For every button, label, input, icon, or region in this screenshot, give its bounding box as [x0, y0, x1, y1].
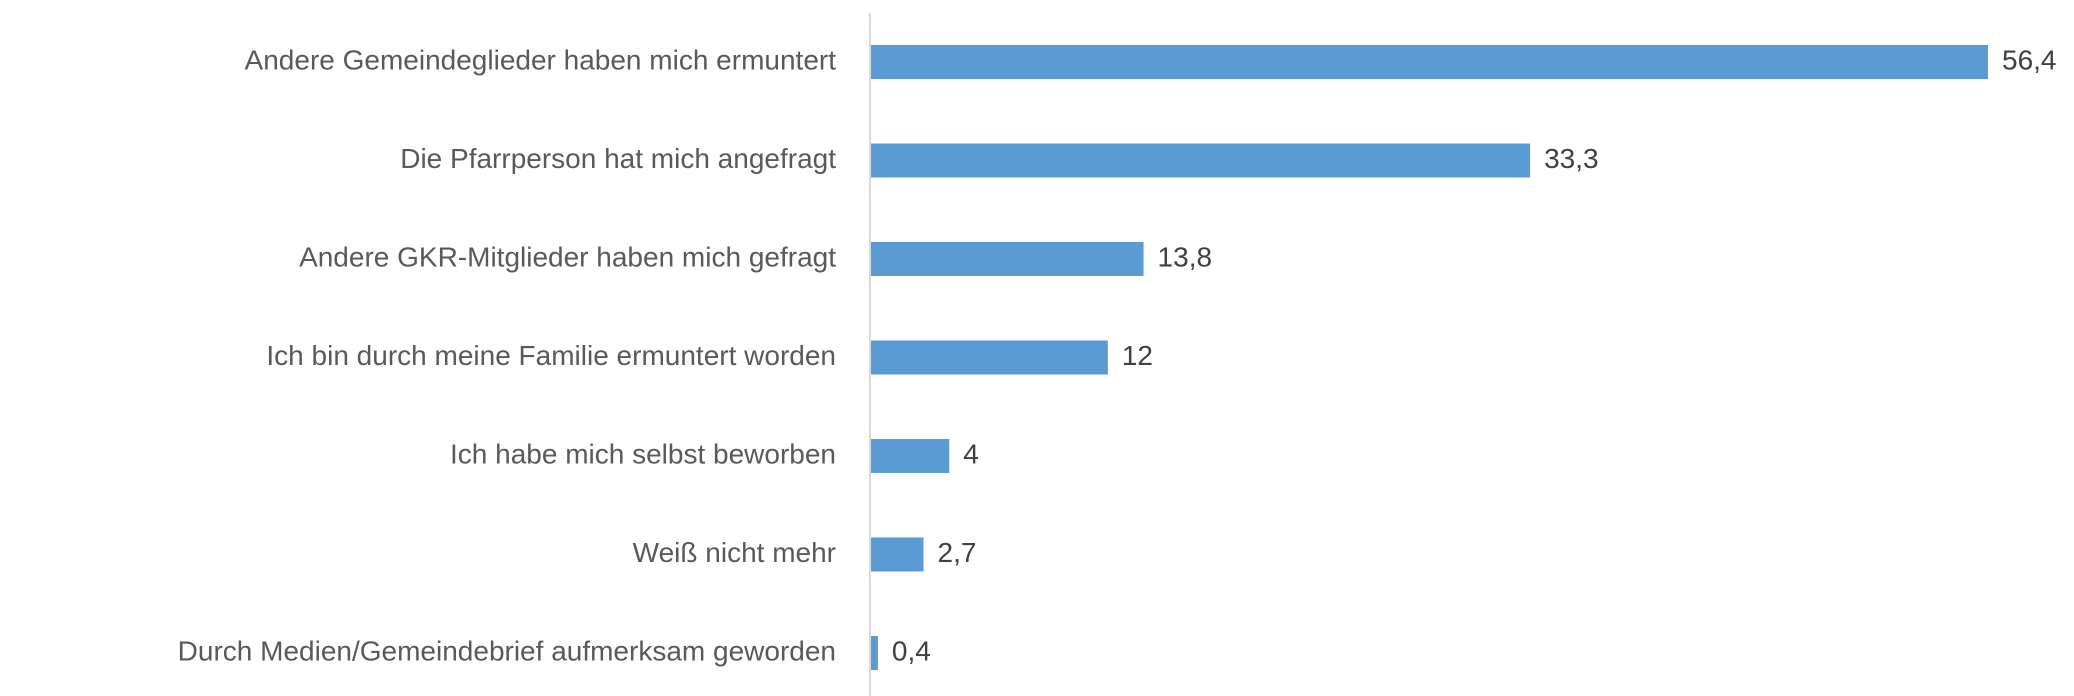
category-label: Weiß nicht mehr [633, 537, 836, 568]
bar [871, 439, 950, 473]
category-label: Andere GKR-Mitglieder haben mich gefragt [299, 241, 836, 272]
value-label: 2,7 [938, 537, 977, 568]
category-label: Durch Medien/Gemeindebrief aufmerksam ge… [178, 635, 836, 666]
bar [871, 45, 1988, 79]
bar [871, 242, 1144, 276]
category-label: Ich bin durch meine Familie ermuntert wo… [266, 340, 836, 371]
category-label: Die Pfarrperson hat mich angefragt [400, 143, 836, 174]
bar [871, 636, 878, 670]
value-label: 4 [963, 438, 979, 469]
value-label: 33,3 [1544, 143, 1599, 174]
value-label: 0,4 [892, 635, 931, 666]
category-label: Ich habe mich selbst beworben [450, 438, 836, 469]
value-label: 12 [1122, 340, 1153, 371]
bar [871, 340, 1108, 375]
bar [871, 537, 924, 572]
category-label: Andere Gemeindeglieder haben mich ermunt… [245, 44, 837, 75]
value-label: 13,8 [1158, 241, 1213, 272]
bar [871, 143, 1531, 178]
value-label: 56,4 [2002, 44, 2057, 75]
